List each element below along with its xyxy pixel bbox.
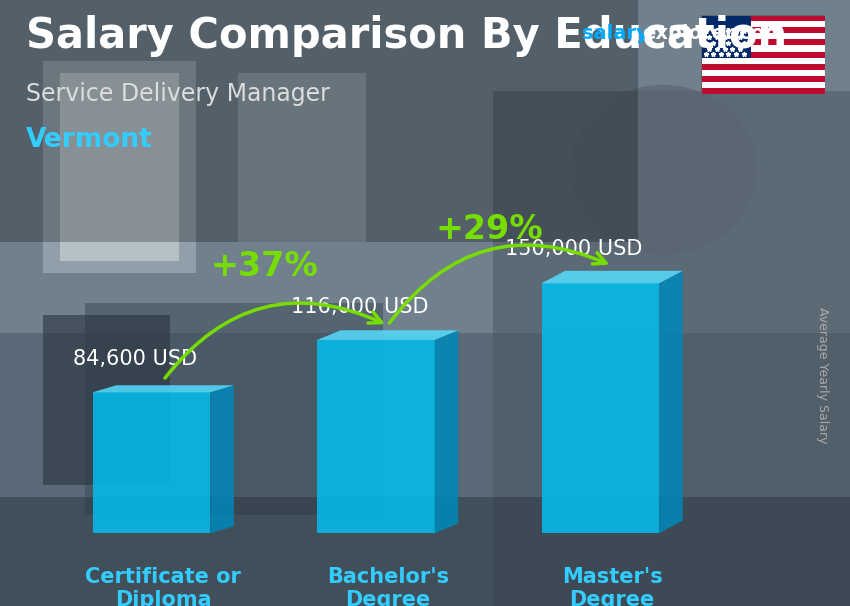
Bar [701,70,824,76]
Polygon shape [93,385,234,392]
Text: salary: salary [582,24,649,43]
Bar [701,15,751,58]
Polygon shape [659,271,683,533]
Polygon shape [93,392,210,533]
Text: 116,000 USD: 116,000 USD [292,297,428,317]
Polygon shape [434,330,458,533]
Text: +29%: +29% [435,213,543,245]
Text: explorer.com: explorer.com [642,24,785,43]
Bar [701,33,824,39]
Text: Vermont: Vermont [26,127,152,153]
Bar [42,61,196,273]
Text: +37%: +37% [211,250,319,284]
Polygon shape [541,271,683,283]
Text: Master's
Degree: Master's Degree [562,567,662,606]
Bar [701,52,824,58]
Bar [701,27,824,33]
Polygon shape [317,340,434,533]
Ellipse shape [570,85,756,255]
Bar [701,58,824,64]
Text: 84,600 USD: 84,600 USD [73,348,197,368]
Bar [493,91,850,606]
Bar [701,21,824,27]
Text: 150,000 USD: 150,000 USD [505,239,643,259]
Polygon shape [317,330,458,340]
Bar [701,39,824,45]
Bar [85,303,382,515]
Bar [701,82,824,88]
Bar [701,76,824,82]
Bar [0,0,638,242]
Text: Average Yearly Salary: Average Yearly Salary [816,307,829,444]
Text: Service Delivery Manager: Service Delivery Manager [26,82,329,106]
Bar [701,15,824,21]
Bar [0,497,850,606]
Text: Salary Comparison By Education: Salary Comparison By Education [26,15,786,57]
Text: Certificate or
Diploma: Certificate or Diploma [85,567,241,606]
Bar [701,45,824,52]
Bar [238,73,366,242]
Bar [0,0,850,333]
Polygon shape [541,283,659,533]
Bar [701,64,824,70]
Bar [42,315,170,485]
Bar [701,88,824,94]
Text: Bachelor's
Degree: Bachelor's Degree [326,567,449,606]
Polygon shape [210,385,234,533]
Bar [60,73,178,261]
